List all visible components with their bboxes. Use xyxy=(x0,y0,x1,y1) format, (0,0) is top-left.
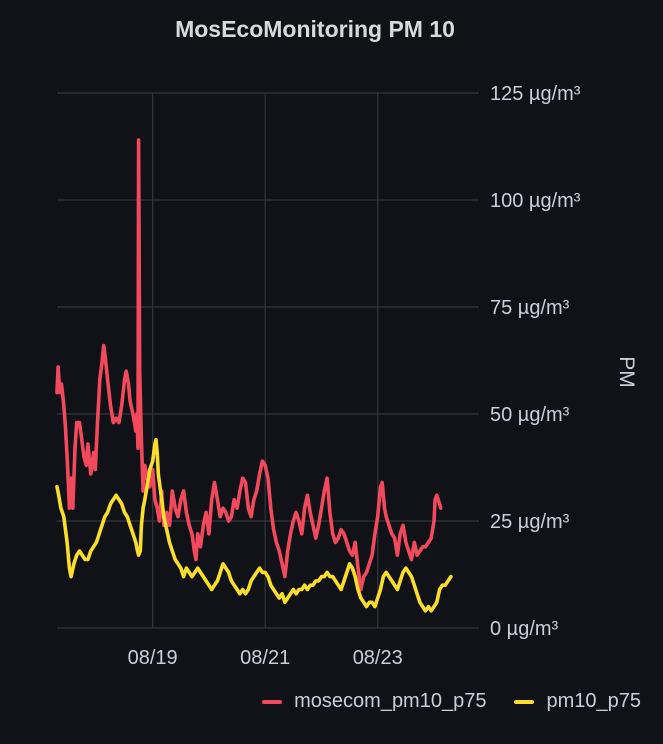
y-axis-title: PM xyxy=(615,356,638,388)
chart-legend: mosecom_pm10_p75 pm10_p75 xyxy=(262,690,641,713)
series-layer xyxy=(55,138,453,613)
series-line-mosecom-pm10-p75 xyxy=(55,138,443,592)
x-tick-label: 08/23 xyxy=(353,647,403,669)
y-tick-label: 75 µg/m³ xyxy=(490,297,570,319)
y-tick-label: 125 µg/m³ xyxy=(490,83,581,105)
legend-label: mosecom_pm10_p75 xyxy=(294,690,487,712)
vertical-gridlines xyxy=(152,93,379,628)
x-tick-label: 08/19 xyxy=(128,647,178,669)
y-axis-tick-labels: 0 µg/m³ 25 µg/m³ 50 µg/m³ 75 µg/m³ 100 µg/m³… xyxy=(490,83,581,640)
y-tick-label: 0 µg/m³ xyxy=(490,618,559,640)
series-line-pm10-p75 xyxy=(55,437,453,613)
legend-label: pm10_p75 xyxy=(546,690,641,712)
y-tick-label: 50 µg/m³ xyxy=(490,404,570,426)
legend-item-mosecom-pm10-p75[interactable]: mosecom_pm10_p75 xyxy=(262,690,486,713)
legend-swatch-red xyxy=(262,699,283,704)
y-tick-label: 100 µg/m³ xyxy=(490,190,581,212)
x-tick-label: 08/21 xyxy=(240,647,290,669)
chart-title: MosEcoMonitoring PM 10 xyxy=(175,16,455,42)
legend-item-pm10-p75[interactable]: pm10_p75 xyxy=(514,690,641,713)
legend-swatch-yellow xyxy=(514,699,535,704)
y-tick-label: 25 µg/m³ xyxy=(490,511,570,533)
x-axis-tick-labels: 08/19 08/21 08/23 xyxy=(128,647,403,669)
